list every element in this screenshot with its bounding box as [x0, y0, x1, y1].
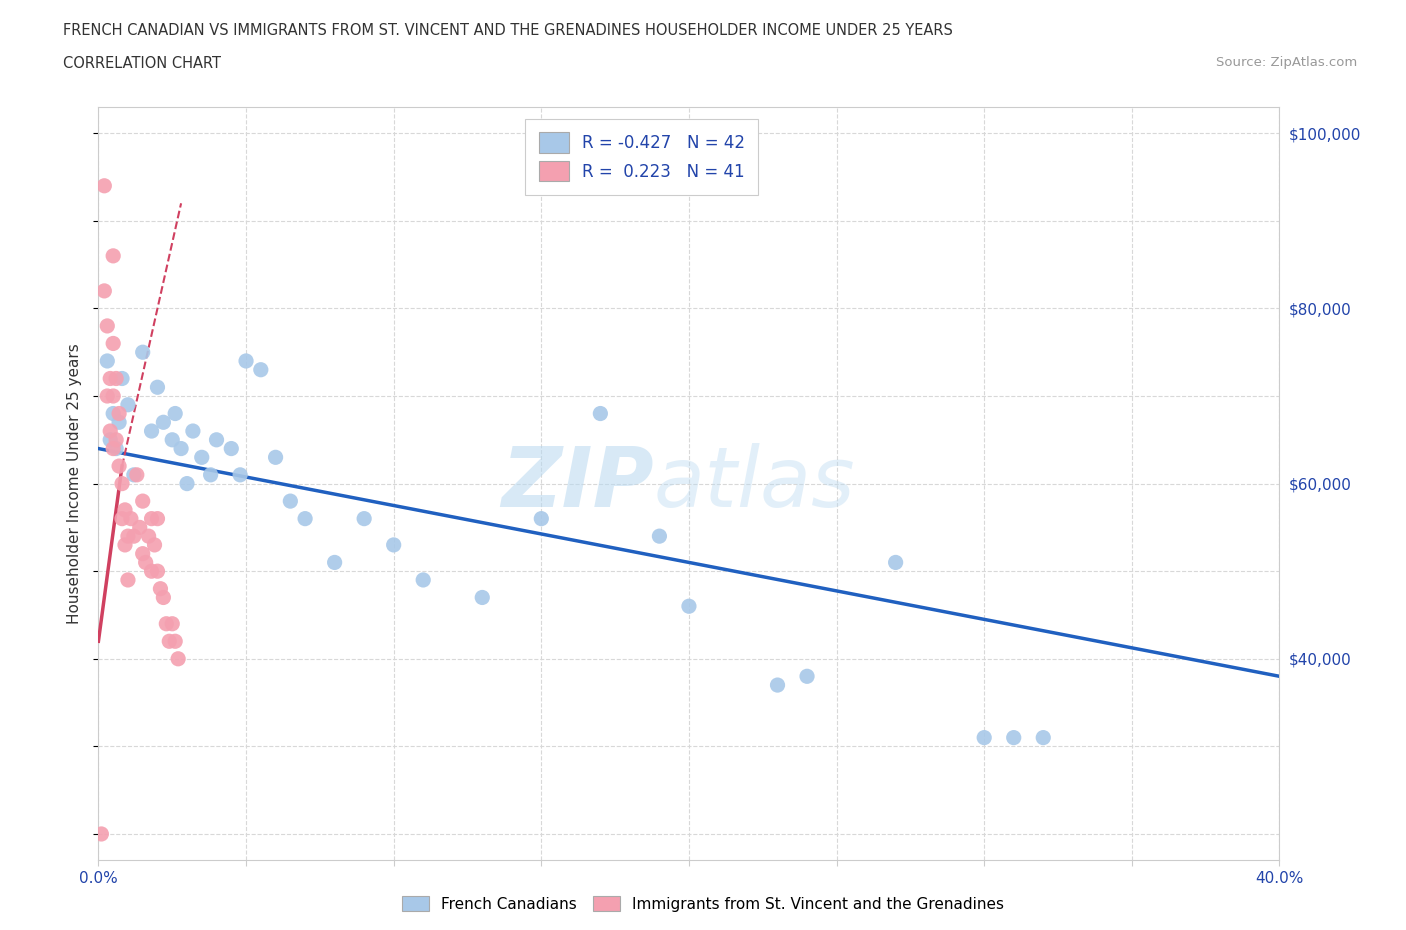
- Point: [165, 406, 187, 421]
- Point: [135, 555, 157, 570]
- Point: [96, 318, 118, 333]
- Point: [205, 432, 228, 447]
- Point: [294, 512, 316, 526]
- Point: [93, 284, 115, 299]
- Point: [155, 617, 177, 631]
- Point: [125, 468, 148, 483]
- Point: [105, 432, 128, 447]
- Point: [382, 538, 405, 552]
- Point: [105, 441, 128, 456]
- Point: [353, 512, 375, 526]
- Point: [103, 336, 125, 351]
- Point: [132, 546, 155, 561]
- Point: [108, 458, 131, 473]
- Point: [766, 678, 789, 693]
- Point: [221, 441, 243, 456]
- Point: [141, 512, 163, 526]
- Point: [229, 468, 252, 483]
- Legend: R = -0.427   N = 42, R =  0.223   N = 41: R = -0.427 N = 42, R = 0.223 N = 41: [526, 119, 758, 194]
- Y-axis label: Householder Income Under 25 years: Householder Income Under 25 years: [67, 343, 83, 624]
- Point: [250, 363, 273, 378]
- Point: [138, 529, 160, 544]
- Point: [141, 564, 163, 578]
- Point: [128, 520, 150, 535]
- Point: [93, 179, 115, 193]
- Point: [122, 529, 145, 544]
- Point: [1032, 730, 1054, 745]
- Point: [162, 617, 183, 631]
- Point: [181, 423, 204, 438]
- Point: [111, 476, 134, 491]
- Point: [98, 371, 121, 386]
- Point: [132, 494, 155, 509]
- Point: [132, 345, 155, 360]
- Point: [90, 827, 112, 842]
- Point: [152, 415, 174, 430]
- Point: [108, 415, 131, 430]
- Point: [98, 423, 121, 438]
- Point: [149, 581, 172, 596]
- Point: [165, 634, 187, 649]
- Point: [117, 573, 139, 588]
- Point: [103, 441, 125, 456]
- Text: Source: ZipAtlas.com: Source: ZipAtlas.com: [1216, 56, 1357, 69]
- Point: [146, 379, 169, 394]
- Point: [117, 529, 139, 544]
- Point: [191, 450, 214, 465]
- Point: [146, 512, 169, 526]
- Point: [167, 651, 190, 666]
- Point: [170, 441, 193, 456]
- Point: [323, 555, 346, 570]
- Point: [98, 432, 121, 447]
- Point: [678, 599, 700, 614]
- Point: [108, 406, 131, 421]
- Point: [157, 634, 180, 649]
- Point: [146, 564, 169, 578]
- Point: [96, 389, 118, 404]
- Text: FRENCH CANADIAN VS IMMIGRANTS FROM ST. VINCENT AND THE GRENADINES HOUSEHOLDER IN: FRENCH CANADIAN VS IMMIGRANTS FROM ST. V…: [63, 23, 953, 38]
- Text: atlas: atlas: [654, 443, 855, 525]
- Point: [120, 512, 142, 526]
- Point: [471, 590, 494, 604]
- Point: [117, 397, 139, 412]
- Point: [105, 371, 128, 386]
- Text: CORRELATION CHART: CORRELATION CHART: [63, 56, 221, 71]
- Point: [176, 476, 198, 491]
- Point: [530, 512, 553, 526]
- Text: ZIP: ZIP: [501, 443, 654, 525]
- Point: [200, 468, 222, 483]
- Point: [141, 423, 163, 438]
- Point: [235, 353, 257, 368]
- Point: [973, 730, 995, 745]
- Point: [114, 502, 136, 517]
- Point: [280, 494, 302, 509]
- Point: [412, 573, 434, 588]
- Point: [143, 538, 166, 552]
- Point: [152, 590, 174, 604]
- Point: [796, 669, 818, 684]
- Point: [103, 389, 125, 404]
- Point: [114, 538, 136, 552]
- Point: [589, 406, 612, 421]
- Point: [884, 555, 907, 570]
- Point: [264, 450, 287, 465]
- Point: [96, 353, 118, 368]
- Point: [122, 468, 145, 483]
- Point: [1002, 730, 1025, 745]
- Point: [111, 371, 134, 386]
- Point: [103, 248, 125, 263]
- Point: [648, 529, 671, 544]
- Point: [162, 432, 183, 447]
- Point: [111, 512, 134, 526]
- Point: [103, 406, 125, 421]
- Legend: French Canadians, Immigrants from St. Vincent and the Grenadines: French Canadians, Immigrants from St. Vi…: [395, 889, 1011, 918]
